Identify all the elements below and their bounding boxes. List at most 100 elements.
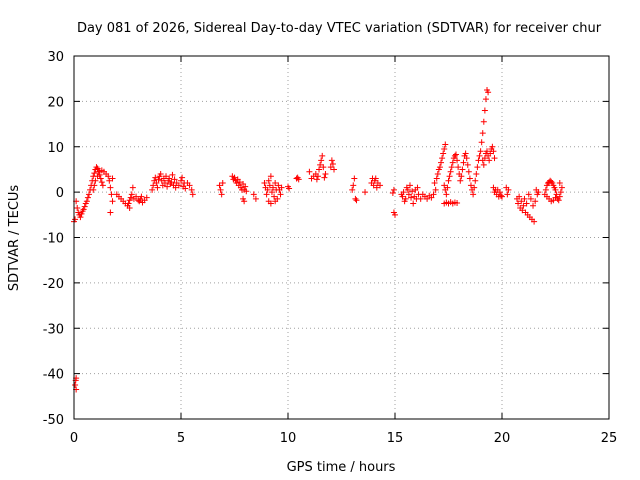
data-point [153, 180, 160, 187]
y-tick-label: -40 [43, 368, 64, 383]
data-point [270, 184, 277, 191]
y-tick-label: 20 [47, 95, 64, 110]
data-point [261, 180, 268, 187]
data-point [272, 198, 279, 205]
data-point [485, 89, 492, 96]
data-point [557, 189, 564, 196]
data-point [329, 160, 336, 167]
data-point [143, 194, 150, 201]
data-point [152, 174, 159, 181]
data-point [83, 198, 90, 205]
data-point [164, 183, 171, 190]
data-point [447, 168, 454, 175]
y-tick-label: 30 [47, 50, 64, 65]
data-point [188, 186, 195, 193]
data-point [466, 175, 473, 182]
data-point [178, 177, 184, 184]
data-point [515, 200, 522, 207]
data-point [97, 175, 104, 182]
x-axis-label: GPS time / hours [287, 460, 396, 475]
data-point [451, 152, 458, 159]
data-point [516, 193, 523, 200]
data-point [409, 188, 416, 195]
data-point [428, 194, 435, 201]
data-point [372, 175, 379, 182]
data-point [433, 175, 440, 182]
data-point [465, 168, 472, 175]
data-point [108, 191, 115, 198]
x-tick-label: 5 [177, 431, 185, 446]
data-point [556, 193, 563, 200]
data-point [242, 183, 249, 190]
data-point [449, 159, 456, 166]
data-point [109, 198, 116, 205]
data-point [404, 186, 411, 193]
data-point [441, 182, 448, 189]
data-point [91, 170, 98, 177]
data-point [133, 193, 140, 200]
y-tick-label: -50 [43, 413, 64, 428]
data-point [442, 141, 449, 148]
data-point [410, 200, 417, 207]
data-point [463, 155, 470, 162]
data-point [107, 209, 114, 216]
data-point [271, 193, 278, 200]
data-point [168, 179, 175, 186]
data-point [556, 180, 563, 187]
data-point [90, 186, 97, 193]
data-point [452, 151, 459, 158]
data-point [459, 166, 466, 173]
data-point [128, 191, 135, 198]
data-point [480, 118, 487, 125]
data-point [490, 148, 497, 155]
data-point [448, 164, 455, 171]
data-point [275, 182, 282, 189]
data-point [543, 193, 550, 200]
data-point [479, 130, 486, 137]
y-tick-label: 0 [56, 186, 64, 201]
y-tick-label: 10 [47, 141, 64, 156]
data-point [460, 159, 467, 166]
data-point [406, 182, 413, 189]
data-point [217, 186, 224, 193]
data-point [436, 164, 443, 171]
data-point [392, 211, 398, 218]
data-point [105, 173, 112, 180]
data-point [77, 214, 84, 221]
data-point [558, 184, 565, 191]
data-point [430, 191, 437, 198]
data-point [470, 191, 477, 198]
data-point [72, 216, 79, 223]
data-point [445, 177, 452, 184]
data-point [552, 186, 559, 193]
data-point [480, 161, 487, 168]
data-point [157, 170, 164, 177]
data-point [434, 170, 441, 177]
data-point [107, 184, 114, 191]
data-point [129, 184, 136, 191]
data-point [458, 173, 465, 180]
data-point [467, 182, 474, 189]
data-point [93, 164, 100, 171]
data-point [476, 152, 483, 159]
data-point [497, 192, 504, 199]
data-point [531, 218, 538, 225]
data-point [553, 191, 560, 198]
data-point [481, 155, 488, 162]
data-point [532, 198, 539, 205]
data-point [525, 191, 532, 198]
data-point [405, 191, 412, 198]
data-point [85, 191, 92, 198]
data-point [126, 205, 133, 212]
data-point [252, 195, 259, 202]
data-point [523, 200, 530, 207]
data-point [92, 177, 99, 184]
x-tick-label: 10 [280, 431, 297, 446]
data-point [319, 152, 326, 159]
data-point [504, 191, 511, 198]
data-point [389, 190, 396, 197]
data-point [444, 184, 451, 191]
data-point [231, 174, 238, 181]
data-point [455, 164, 462, 171]
data-point [496, 189, 503, 196]
